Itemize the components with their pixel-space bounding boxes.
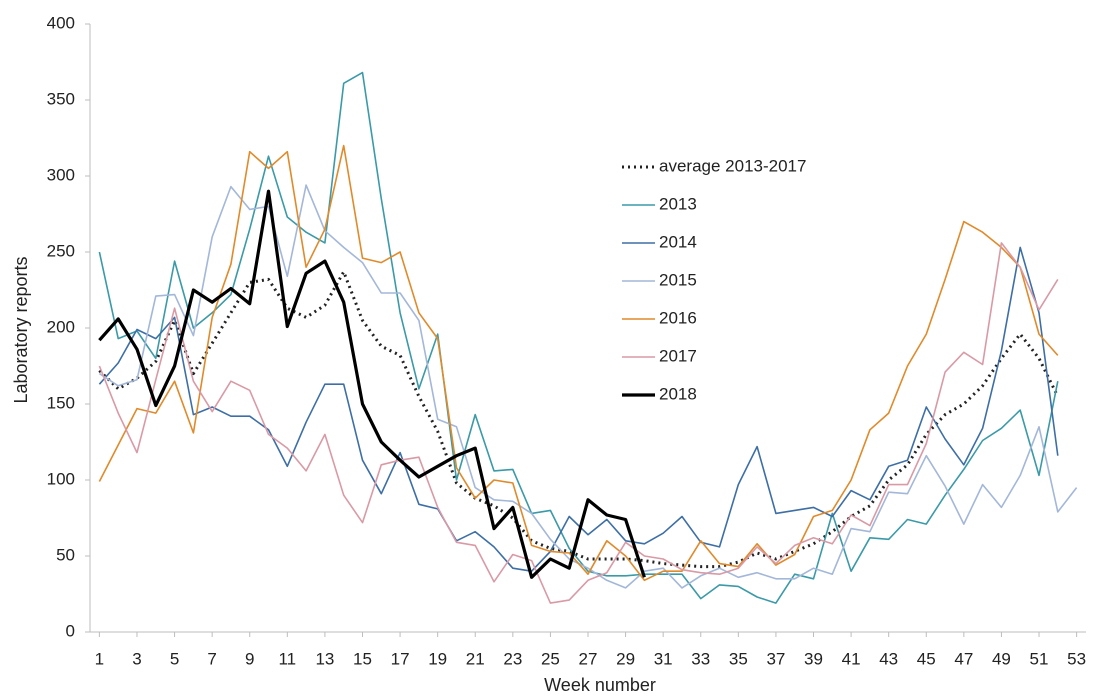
y-tick-label: 50 — [56, 545, 75, 564]
series-line — [98, 246, 1059, 572]
x-tick-label: 53 — [1067, 649, 1086, 668]
x-tick-label: 13 — [315, 649, 334, 668]
x-tick-label: 15 — [353, 649, 372, 668]
x-tick-label: 37 — [766, 649, 785, 668]
legend-label: 2016 — [659, 308, 697, 327]
y-axis-title: Laboratory reports — [11, 256, 31, 403]
y-tick-label: 100 — [47, 469, 75, 488]
series-line — [98, 270, 1060, 569]
x-tick-label: 31 — [654, 649, 673, 668]
x-tick-label: 7 — [207, 649, 216, 668]
x-tick-label: 41 — [842, 649, 861, 668]
y-tick-label: 200 — [47, 317, 75, 336]
legend-label: 2017 — [659, 346, 697, 365]
y-tick-label: 350 — [47, 89, 75, 108]
x-tick-label: 51 — [1030, 649, 1049, 668]
y-tick-label: 300 — [47, 165, 75, 184]
legend-label: 2014 — [659, 232, 697, 251]
x-tick-label: 43 — [879, 649, 898, 668]
x-tick-label: 27 — [579, 649, 598, 668]
x-tick-label: 5 — [170, 649, 179, 668]
y-tick-label: 250 — [47, 241, 75, 260]
x-tick-label: 1 — [95, 649, 104, 668]
x-tick-label: 25 — [541, 649, 560, 668]
series-line — [98, 184, 1078, 589]
x-tick-label: 29 — [616, 649, 635, 668]
y-tick-label: 0 — [66, 621, 75, 640]
x-tick-label: 47 — [954, 649, 973, 668]
x-tick-label: 33 — [691, 649, 710, 668]
series-line — [98, 242, 1059, 604]
x-tick-label: 49 — [992, 649, 1011, 668]
y-tick-label: 150 — [47, 393, 75, 412]
legend-label: 2013 — [659, 194, 697, 213]
series-line — [98, 71, 1059, 604]
series-line — [98, 189, 646, 579]
x-tick-label: 23 — [503, 649, 522, 668]
x-tick-label: 17 — [391, 649, 410, 668]
x-tick-label: 35 — [729, 649, 748, 668]
legend-label: average 2013-2017 — [659, 156, 806, 175]
y-tick-label: 400 — [47, 13, 75, 32]
x-tick-label: 19 — [428, 649, 447, 668]
legend-label: 2015 — [659, 270, 697, 289]
x-tick-label: 45 — [917, 649, 936, 668]
x-tick-label: 11 — [278, 649, 296, 668]
x-tick-label: 9 — [245, 649, 254, 668]
x-axis-title: Week number — [544, 675, 656, 695]
legend-label: 2018 — [659, 384, 697, 403]
x-tick-label: 39 — [804, 649, 823, 668]
x-tick-label: 3 — [132, 649, 141, 668]
x-tick-label: 21 — [466, 649, 485, 668]
series-line — [98, 144, 1059, 582]
